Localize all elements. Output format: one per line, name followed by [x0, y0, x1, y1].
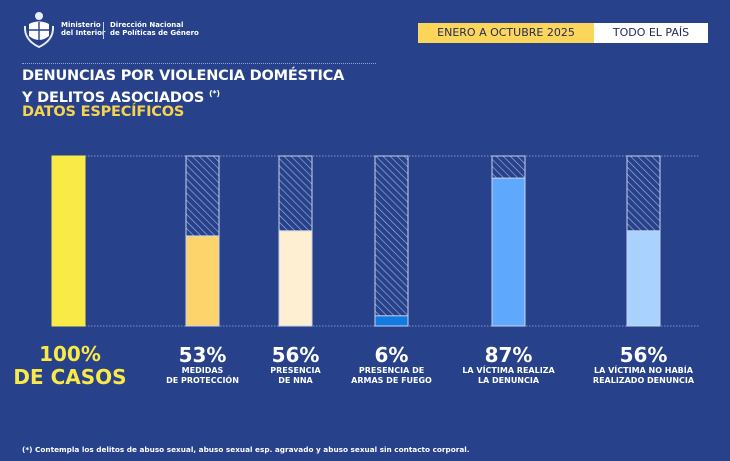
bar-label-5: 56% LA VÍCTIMA NO HABÍA REALIZADO DENUNCIA — [579, 344, 709, 385]
bar-label-1: 53% MEDIDAS DE PROTECCIÓN — [138, 344, 268, 385]
coat-of-arms-icon — [23, 12, 55, 49]
org-line1: Ministerio — [61, 21, 101, 29]
department-name: Dirección Nacional de Políticas de Géner… — [110, 21, 199, 37]
bar-4 — [491, 177, 526, 327]
title-line1: DENUNCIAS POR VIOLENCIA DOMÉSTICA — [22, 68, 345, 84]
bar-1 — [185, 235, 220, 327]
bar-value-label: 6% — [374, 343, 409, 367]
bar-label-3: 6% PRESENCIA DE ARMAS DE FUEGO — [327, 344, 457, 385]
bar-caption-line2: REALIZADO DENUNCIA — [592, 375, 695, 385]
bar-value-label: 53% — [178, 343, 227, 367]
bar-caption-line2: DE PROTECCIÓN — [166, 375, 239, 385]
org-line2: del Interior — [61, 29, 106, 37]
dept-line1: Dirección Nacional — [110, 21, 184, 29]
bar-2 — [278, 230, 313, 327]
page-subtitle: DATOS ESPECÍFICOS — [22, 104, 185, 120]
title-divider — [22, 63, 376, 64]
scope-badge: TODO EL PAÍS — [594, 23, 708, 43]
bar-label-4: 87% LA VÍCTIMA REALIZA LA DENUNCIA — [444, 344, 574, 385]
page-title: DENUNCIAS POR VIOLENCIA DOMÉSTICA Y DELI… — [22, 68, 344, 107]
bar-value-label: 87% — [484, 343, 533, 367]
bar-3 — [374, 315, 409, 327]
total-label: 100% DE CASOS — [5, 343, 135, 389]
title-line2: Y DELITOS ASOCIADOS — [22, 90, 205, 106]
bar-caption-line2: ARMAS DE FUEGO — [351, 375, 432, 385]
bar-caption-line1: PRESENCIA — [270, 366, 321, 375]
bar-caption-line1: LA VÍCTIMA REALIZA — [462, 366, 555, 375]
period-badge: ENERO A OCTUBRE 2025 — [418, 23, 594, 43]
bar-caption-line1: LA VÍCTIMA NO HABÍA — [594, 366, 693, 375]
bar-0 — [51, 155, 86, 327]
bar-value-label: 56% — [619, 343, 668, 367]
footnote: (*) Contempla los delitos de abuso sexua… — [22, 445, 470, 454]
bar-caption-line1: MEDIDAS — [181, 366, 224, 375]
bar-value-label: 56% — [271, 343, 320, 367]
bar-remainder-hatch — [374, 155, 409, 327]
title-footnote-marker: (*) — [208, 89, 220, 98]
bar-caption-line2: DE NNA — [278, 375, 313, 385]
bar-5 — [626, 230, 661, 327]
total-value: 100% — [39, 342, 101, 366]
bar-caption-line1: PRESENCIA DE — [358, 366, 425, 375]
bar-label-2: 56% PRESENCIA DE NNA — [231, 344, 361, 385]
dept-line2: de Políticas de Género — [110, 29, 199, 37]
ministry-name: Ministerio del Interior — [61, 21, 105, 37]
total-caption: DE CASOS — [13, 365, 127, 389]
bar-caption-line2: LA DENUNCIA — [477, 375, 540, 385]
org-divider — [103, 22, 104, 39]
